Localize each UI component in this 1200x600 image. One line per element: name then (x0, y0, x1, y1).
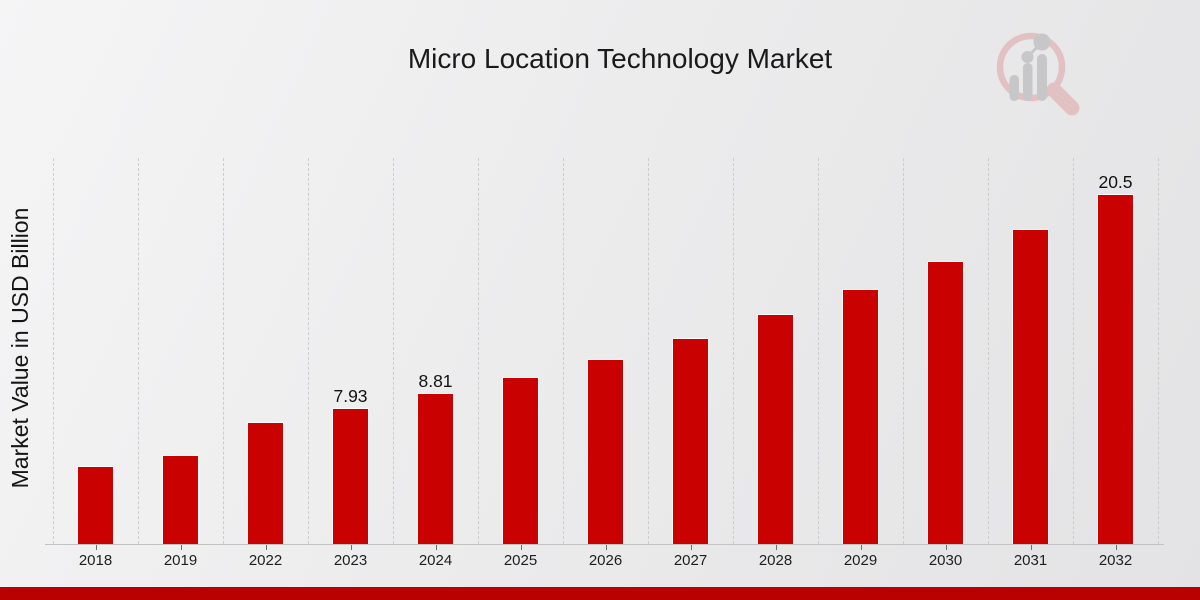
bar-2022 (248, 423, 283, 544)
bar-2019 (163, 456, 198, 544)
bar-2024 (418, 394, 453, 544)
x-axis-tick (1030, 545, 1032, 550)
bar-2023 (333, 409, 368, 544)
bar-2018 (78, 467, 113, 544)
x-axis-tick (95, 545, 97, 550)
x-axis-tick (1115, 545, 1117, 550)
bar-2025 (503, 377, 538, 544)
gridline (563, 158, 564, 544)
bottom-red-banner (0, 587, 1200, 600)
bar-2027 (673, 338, 708, 544)
gridline (818, 158, 819, 544)
magnifier-bar-chart-icon (996, 32, 1080, 116)
gridline (903, 158, 904, 544)
x-tick-label-2027: 2027 (673, 552, 708, 569)
x-tick-label-2025: 2025 (503, 552, 538, 569)
x-axis-baseline (45, 544, 1164, 545)
gridline (53, 158, 54, 544)
gridline (1073, 158, 1074, 544)
x-axis-tick (180, 545, 182, 550)
gridline (1158, 158, 1159, 544)
x-tick-label-2028: 2028 (758, 552, 793, 569)
gridline (138, 158, 139, 544)
x-axis-tick (350, 545, 352, 550)
bar-2029 (843, 289, 878, 544)
x-tick-label-2026: 2026 (588, 552, 623, 569)
x-axis-tick (945, 545, 947, 550)
data-label-2023: 7.93 (333, 386, 368, 407)
x-axis-tick (605, 545, 607, 550)
x-axis-tick (265, 545, 267, 550)
bar-2028 (758, 314, 793, 544)
bar-2031 (1013, 230, 1048, 544)
x-tick-label-2030: 2030 (928, 552, 963, 569)
x-tick-label-2023: 2023 (333, 552, 368, 569)
x-axis-tick (435, 545, 437, 550)
x-tick-label-2029: 2029 (843, 552, 878, 569)
gridline (478, 158, 479, 544)
data-label-2024: 8.81 (418, 371, 453, 392)
gridline (648, 158, 649, 544)
x-tick-label-2022: 2022 (248, 552, 283, 569)
x-axis-tick (860, 545, 862, 550)
gridline (988, 158, 989, 544)
gridline (223, 158, 224, 544)
gridline (393, 158, 394, 544)
x-tick-label-2018: 2018 (78, 552, 113, 569)
bar-2026 (588, 359, 623, 544)
x-tick-label-2031: 2031 (1013, 552, 1048, 569)
x-tick-label-2024: 2024 (418, 552, 453, 569)
x-tick-label-2019: 2019 (163, 552, 198, 569)
x-axis-tick (775, 545, 777, 550)
x-axis-tick (690, 545, 692, 550)
x-axis-tick (520, 545, 522, 550)
bar-2030 (928, 262, 963, 544)
chart-title: Micro Location Technology Market (407, 43, 833, 74)
x-tick-label-2032: 2032 (1098, 552, 1133, 569)
bar-2032 (1098, 195, 1133, 544)
gridline (733, 158, 734, 544)
gridline (308, 158, 309, 544)
data-label-2032: 20.5 (1098, 172, 1133, 193)
